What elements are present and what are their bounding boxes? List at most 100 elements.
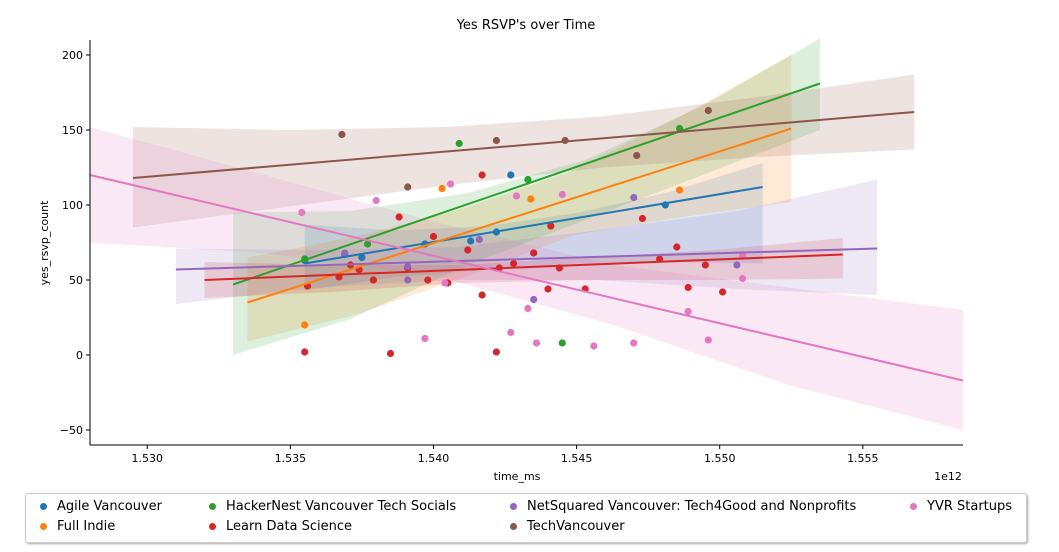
confidence-band [247,55,792,342]
data-point [369,276,377,284]
data-point [424,276,432,284]
data-point [404,276,412,284]
data-point [364,240,372,248]
legend-label: Agile Vancouver [57,499,162,514]
legend-marker [209,503,216,510]
y-axis-label: yes_rsvp_count [38,200,51,285]
data-point [438,184,446,193]
regression-lines [89,82,964,382]
data-point [558,190,566,199]
legend-marker [40,523,47,530]
x-tick-label: 1.545 [561,452,593,465]
data-point [421,334,429,343]
legend-label: Learn Data Science [226,519,353,534]
y-tick-label: −50 [60,424,83,437]
legend-item: Learn Data Science [209,519,352,534]
legend-marker [209,523,216,530]
confidence-band [233,38,820,355]
regression-line [247,127,792,304]
regression-line [232,82,821,286]
x-tick-label: 1.540 [418,452,450,465]
chart-legend: Agile Vancouver Full Indie HackerNest Vanc… [25,493,1027,543]
confidence-band [132,74,915,228]
x-tick-label: 1.535 [275,452,307,465]
legend-item: NetSquared Vancouver: Tech4Good and Nonp… [510,499,856,514]
data-point [507,171,515,179]
x-ticks: 1.530 1.535 1.540 1.545 1.550 1.555 [131,445,879,465]
data-point [630,193,638,202]
legend-marker [510,523,517,530]
data-point [301,348,309,356]
data-point [358,253,366,262]
legend-item: TechVancouver [510,519,625,534]
x-tick-label: 1.530 [131,452,163,465]
data-point [341,249,349,257]
data-point [507,328,515,337]
regression-line [304,186,763,265]
legend-item: YVR Startups [910,499,1012,514]
data-point [719,288,727,296]
data-point [633,151,641,160]
data-point [638,214,647,223]
data-point [455,139,463,148]
y-tick-label: 100 [62,199,83,212]
data-point [673,243,681,251]
chart-title: Yes RSVP's over Time [456,18,596,33]
data-point [464,246,472,254]
confidence-band [304,163,763,291]
data-point [527,195,535,203]
confidence-band [175,179,878,304]
data-point [301,321,309,329]
data-point [532,339,541,347]
data-point [441,279,449,287]
legend-item: Full Indie [40,519,115,534]
x-tick-label: 1.550 [704,452,736,465]
confidence-bands [90,38,963,430]
data-point [547,222,555,230]
data-point [509,259,518,268]
data-point [338,130,346,139]
data-point [478,171,486,179]
data-point [478,291,486,299]
data-point [676,186,684,194]
data-point [524,175,532,184]
data-point [733,261,741,269]
data-point [298,208,306,217]
x-offset-label: 1e12 [934,470,962,483]
data-point [404,262,412,271]
legend-label: HackerNest Vancouver Tech Socials [226,499,457,514]
regression-line [204,253,843,281]
legend-item: HackerNest Vancouver Tech Socials [209,499,456,514]
data-point [530,295,538,304]
data-point [701,261,710,269]
legend-marker [510,503,517,510]
y-tick-label: 50 [69,274,83,287]
regression-line [89,174,964,382]
data-point [544,285,552,293]
legend-item: Agile Vancouver [40,499,162,514]
data-point [512,192,521,200]
data-point [739,274,747,283]
data-point [530,249,538,257]
y-tick-label: 0 [76,349,83,362]
legend-label: Full Indie [57,519,116,534]
data-point [467,237,475,245]
data-point [524,304,532,313]
x-axis-label: time_ms [494,470,541,483]
y-tick-label: 200 [62,49,83,62]
legend-label: NetSquared Vancouver: Tech4Good and Nonp… [527,499,857,514]
data-point [372,196,380,205]
data-point [429,232,438,241]
legend-marker [910,503,917,510]
data-point [404,183,412,191]
axes [89,40,963,446]
data-point [386,349,395,358]
data-point [492,348,500,356]
data-point [684,283,692,292]
data-point [447,180,455,188]
regression-line [132,111,915,179]
data-point [704,336,712,344]
data-point [395,213,403,221]
data-point [590,342,598,350]
